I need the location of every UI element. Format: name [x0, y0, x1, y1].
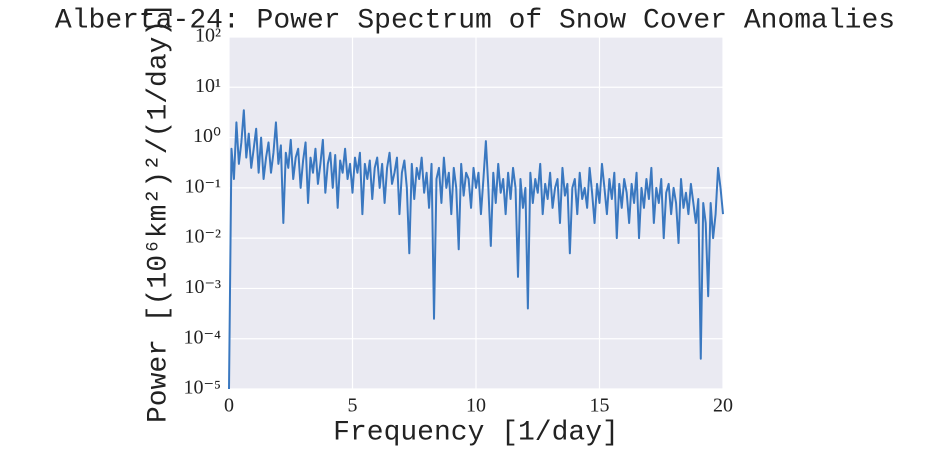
y-axis-label: Power [(10⁶km²)²/(1/day)] — [143, 3, 174, 423]
y-tick-label: 10⁻⁴ — [183, 326, 221, 348]
y-tick-label: 10⁻¹ — [184, 175, 221, 197]
lines — [228, 109, 724, 390]
series-line — [228, 109, 724, 390]
chart-title: Alberta-24: Power Spectrum of Snow Cover… — [55, 5, 895, 36]
y-tick-label: 10² — [195, 25, 221, 47]
y-tick-label: 10⁻⁵ — [183, 377, 221, 399]
y-tick-label: 10⁰ — [193, 125, 221, 147]
x-tick-label: 15 — [590, 395, 610, 417]
y-tick-label: 10⁻² — [184, 226, 221, 248]
x-axis-label: Frequency [1/day] — [333, 417, 619, 448]
y-tick-label: 10¹ — [195, 75, 221, 97]
y-tick-label: 10⁻³ — [184, 276, 221, 298]
x-tick-label: 0 — [224, 395, 234, 417]
x-tick-label: 10 — [466, 395, 486, 417]
x-tick-label: 20 — [713, 395, 733, 417]
x-tick-label: 5 — [348, 395, 358, 417]
grid — [228, 36, 724, 390]
